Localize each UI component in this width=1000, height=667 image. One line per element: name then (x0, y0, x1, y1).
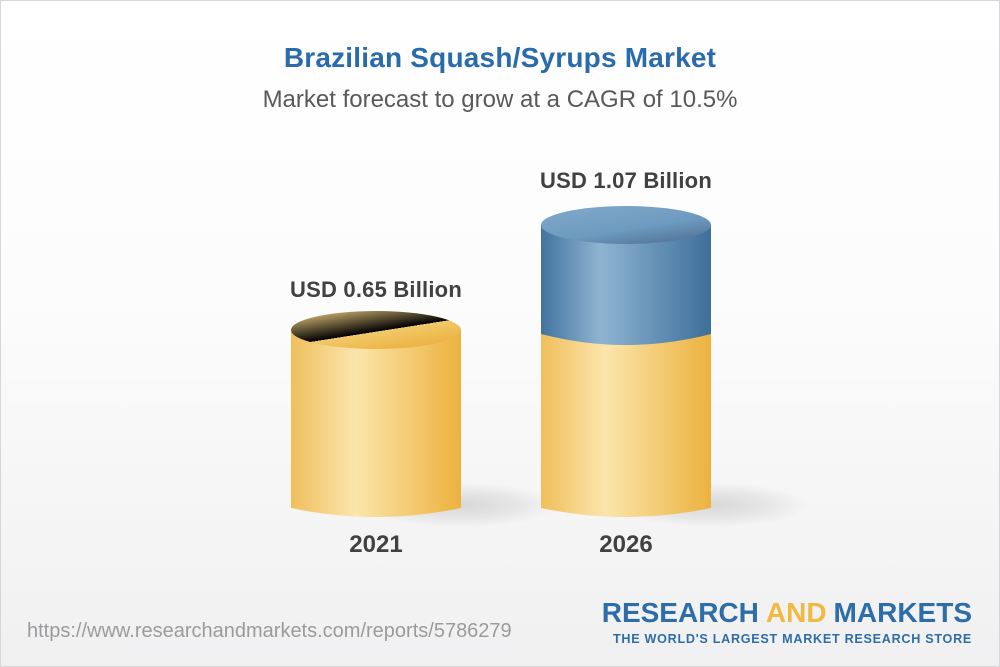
bar-year-label-2026: 2026 (599, 531, 653, 558)
logo-tagline: THE WORLD'S LARGEST MARKET RESEARCH STOR… (612, 631, 972, 646)
logo-word-markets: MARKETS (833, 597, 972, 628)
chart-subtitle: Market forecast to grow at a CAGR of 10.… (262, 86, 738, 113)
logo-wordmark: RESEARCH AND MARKETS (601, 597, 972, 629)
report-url-link[interactable]: https://www.researchandmarkets.com/repor… (27, 620, 512, 642)
cylinder-2021-body (291, 330, 461, 517)
research-and-markets-logo: RESEARCH AND MARKETS THE WORLD'S LARGEST M… (601, 597, 972, 646)
bar-year-label-2021: 2021 (349, 531, 403, 558)
cylinder-2021-top (291, 311, 461, 349)
cylinder-2026-top (541, 206, 711, 244)
bar-value-label-2021: USD 0.65 Billion (290, 277, 462, 302)
logo-word-research: RESEARCH (601, 597, 759, 628)
chart-title: Brazilian Squash/Syrups Market (283, 42, 717, 73)
bar-value-label-2026: USD 1.07 Billion (540, 168, 712, 193)
bar-cylinder-2026 (541, 206, 711, 517)
cylinder-2026-growth-segment (541, 225, 711, 345)
bar-cylinder-2021 (291, 311, 461, 517)
cylinder-2026-base-segment (541, 330, 711, 517)
logo-word-and: AND (765, 597, 827, 628)
